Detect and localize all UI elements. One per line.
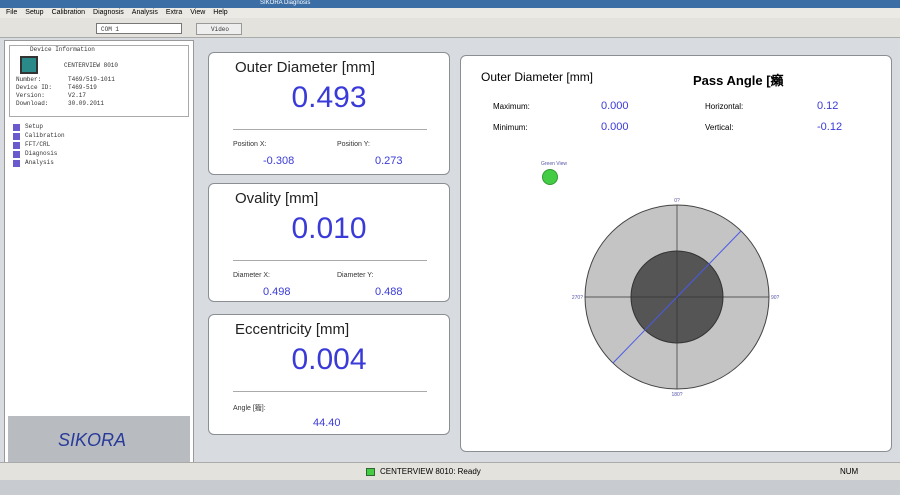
field-value: 0.273 bbox=[375, 155, 403, 167]
tree-icon bbox=[13, 160, 20, 167]
diameter-title: Outer Diameter [mm] bbox=[481, 70, 594, 84]
logo-box: SIKORA bbox=[8, 416, 190, 462]
field-value: T469/519-1011 bbox=[68, 76, 115, 83]
menu-item[interactable]: Help bbox=[213, 9, 228, 16]
model: CENTERVIEW 8010 bbox=[64, 62, 119, 69]
field-label: Diameter X: bbox=[233, 272, 270, 279]
field-label: Maximum: bbox=[493, 102, 530, 111]
tree-icon bbox=[13, 124, 20, 131]
device-fields: Number: T469/519-1011 Device ID: T469-519 Ve… bbox=[16, 76, 186, 116]
menu-item[interactable]: File bbox=[6, 9, 18, 16]
taskbar bbox=[0, 480, 900, 495]
device-icon bbox=[20, 56, 38, 74]
tree-item[interactable]: Calibration bbox=[25, 132, 65, 139]
measure-card: Eccentricity [mm] 0.004 Angle [籀]: 44.40 bbox=[208, 314, 450, 435]
field-value: 44.40 bbox=[313, 417, 341, 429]
card-title: Ovality [mm] bbox=[235, 190, 319, 207]
field-label: Version: bbox=[16, 92, 45, 99]
menu-item[interactable]: Calibration bbox=[51, 9, 86, 16]
window-title: SIKORA Diagnosis bbox=[260, 0, 311, 6]
tree-icon bbox=[13, 133, 20, 140]
field-label: Download: bbox=[16, 100, 49, 107]
field-label: Device ID: bbox=[16, 84, 53, 91]
view-panel: Outer Diameter [mm] Pass Angle [癩 Maximu… bbox=[460, 55, 892, 452]
logo: SIKORA bbox=[58, 430, 127, 450]
tree-item[interactable]: Analysis bbox=[25, 159, 54, 166]
port: COM 1 bbox=[101, 26, 120, 33]
heading: Device Information bbox=[30, 46, 95, 53]
tree-item[interactable]: Setup bbox=[25, 123, 44, 130]
angle-label: 0? bbox=[674, 198, 680, 204]
video-tab[interactable]: Video bbox=[196, 23, 242, 35]
field-value: 0.000 bbox=[601, 100, 629, 112]
field-value: T469-519 bbox=[68, 84, 97, 91]
angle-title: Pass Angle [癩 bbox=[693, 73, 784, 88]
field-label: Horizontal: bbox=[705, 102, 744, 111]
angle-label: 270? bbox=[572, 295, 583, 301]
card-value: 0.004 bbox=[291, 343, 367, 376]
menu-bar: File Setup Calibration Diagnosis Analysis Ext… bbox=[0, 8, 900, 18]
card-value: 0.493 bbox=[291, 81, 367, 114]
field-label: Position X: bbox=[233, 141, 267, 148]
view-fields: Maximum: 0.000 Minimum: 0.000 Horizontal: 0.1… bbox=[461, 56, 893, 146]
field-label: Vertical: bbox=[705, 123, 734, 132]
field-label: Position Y: bbox=[337, 141, 370, 148]
green-view-label: Green View bbox=[541, 161, 568, 167]
divider bbox=[233, 129, 427, 130]
divider bbox=[233, 391, 427, 392]
tree-item[interactable]: FFT/CRL bbox=[25, 141, 51, 148]
status-icon bbox=[366, 468, 375, 476]
card-title: Outer Diameter [mm] bbox=[235, 59, 376, 76]
menu-item[interactable]: Analysis bbox=[131, 9, 158, 16]
combo[interactable]: COM 1 bbox=[96, 23, 182, 34]
num-indicator: NUM bbox=[840, 467, 859, 476]
angle-line bbox=[612, 230, 742, 364]
field-label: Angle [籀]: bbox=[233, 405, 266, 412]
field-value: 0.498 bbox=[263, 286, 291, 298]
field-value: 0.12 bbox=[817, 100, 839, 112]
tree-icon bbox=[13, 151, 20, 158]
tree: Setup Calibration FFT/CRL Diagnosis Analysis bbox=[11, 123, 191, 173]
title-bar: SIKORA Diagnosis bbox=[0, 0, 900, 8]
menu-item[interactable]: Diagnosis bbox=[93, 9, 124, 16]
tree-item[interactable]: Diagnosis bbox=[25, 150, 58, 157]
measure-card: Ovality [mm] 0.010 Diameter X: 0.498 Diamete… bbox=[208, 183, 450, 302]
field-value: -0.308 bbox=[263, 155, 295, 167]
measure-card: Outer Diameter [mm] 0.493 Position X: -0.30… bbox=[208, 52, 450, 175]
device-info: Device Information CENTERVIEW 8010 Numbe… bbox=[9, 45, 189, 117]
status-text: CENTERVIEW 8010: Ready bbox=[380, 467, 481, 476]
divider bbox=[233, 260, 427, 261]
menu-item[interactable]: Setup bbox=[25, 9, 44, 16]
angle-label: 90? bbox=[771, 295, 780, 301]
status-bar: CENTERVIEW 8010: Ready NUM bbox=[0, 462, 900, 480]
tab-label: Video bbox=[211, 26, 230, 33]
toolbar: COM 1 Video bbox=[0, 18, 900, 38]
field-value: V2.17 bbox=[68, 92, 87, 99]
field-value: 30.09.2011 bbox=[68, 100, 105, 107]
card-value: 0.010 bbox=[291, 212, 367, 245]
tree-icon bbox=[13, 142, 20, 149]
card-title: Eccentricity [mm] bbox=[235, 321, 350, 338]
field-label: Diameter Y: bbox=[337, 272, 374, 279]
field-label: Number: bbox=[16, 76, 42, 83]
target: 0? 90? 180? 270? bbox=[572, 198, 780, 398]
green-dot bbox=[542, 169, 558, 185]
field-value: -0.12 bbox=[817, 121, 843, 133]
field-value: 0.000 bbox=[601, 121, 629, 133]
menu-item[interactable]: Extra bbox=[165, 9, 183, 16]
field-label: Minimum: bbox=[493, 123, 528, 132]
left-panel: Device Information CENTERVIEW 8010 Numbe… bbox=[4, 40, 194, 465]
field-value: 0.488 bbox=[375, 286, 403, 298]
angle-label: 180? bbox=[671, 392, 682, 398]
menu-item[interactable]: View bbox=[190, 9, 206, 16]
